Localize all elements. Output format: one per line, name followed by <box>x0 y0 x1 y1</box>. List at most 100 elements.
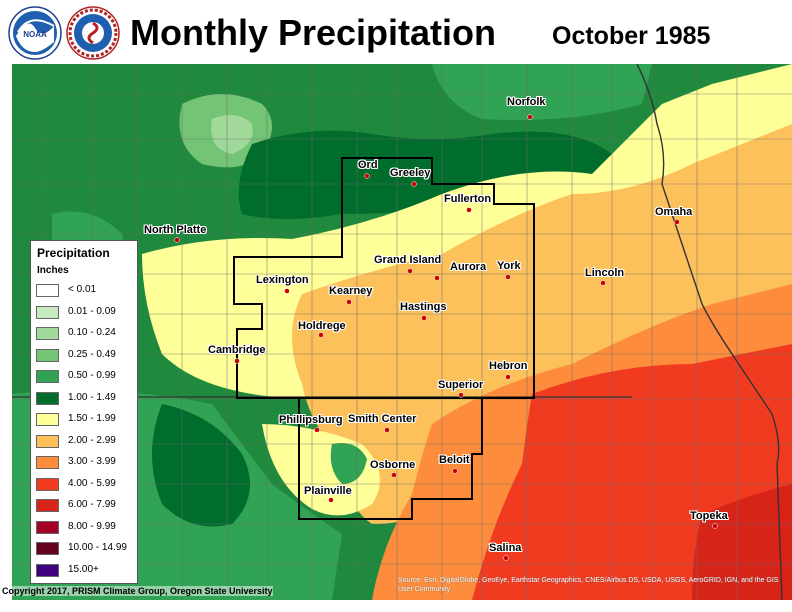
forecast-area-nebraska <box>233 157 535 399</box>
city-marker-norfolk <box>527 114 533 120</box>
city-label-plainville: Plainville <box>304 485 352 497</box>
city-marker-phillipsburg <box>314 427 320 433</box>
city-marker-topeka <box>712 523 718 529</box>
city-marker-plainville <box>328 497 334 503</box>
legend-title: Precipitation <box>37 246 110 260</box>
copyright-text: Copyright 2017, PRISM Climate Group, Ore… <box>2 586 273 596</box>
legend-item: 0.25 - 0.49 <box>36 348 136 363</box>
legend-item: 0.01 - 0.09 <box>36 305 136 320</box>
legend-item: 10.00 - 14.99 <box>36 541 136 556</box>
legend-label: 0.25 - 0.49 <box>68 348 116 360</box>
city-marker-york <box>505 274 511 280</box>
city-marker-lexington <box>284 288 290 294</box>
city-label-grand-island: Grand Island <box>374 254 442 266</box>
legend-label: 1.50 - 1.99 <box>68 413 116 424</box>
zone-orange-light <box>292 124 792 524</box>
city-label-cambridge: Cambridge <box>208 344 266 356</box>
city-label-superior: Superior <box>438 379 484 391</box>
city-label-lexington: Lexington <box>256 274 309 286</box>
legend-swatch <box>36 499 59 512</box>
city-label-ord: Ord <box>358 159 378 171</box>
legend-item: 0.10 - 0.24 <box>36 326 136 341</box>
city-label-topeka: Topeka <box>690 510 728 522</box>
zone-green-sw-dark <box>152 404 250 527</box>
legend-item: 1.50 - 1.99 <box>36 412 136 427</box>
city-label-phillipsburg: Phillipsburg <box>279 414 343 426</box>
legend-label: 8.00 - 9.99 <box>68 520 116 532</box>
nws-logo-icon <box>66 6 120 60</box>
legend-label: 2.00 - 2.99 <box>68 434 116 446</box>
city-label-holdrege: Holdrege <box>298 320 346 332</box>
svg-text:NOAA: NOAA <box>23 30 47 39</box>
map-title: Monthly Precipitation <box>130 12 497 53</box>
city-label-lincoln: Lincoln <box>585 267 625 279</box>
legend-swatch <box>36 391 59 405</box>
city-marker-greeley <box>411 181 417 187</box>
legend-label: 15.00+ <box>68 563 99 575</box>
city-marker-superior <box>458 392 464 398</box>
legend-item: 2.00 - 2.99 <box>36 434 136 449</box>
legend-item: 4.00 - 5.99 <box>36 477 136 492</box>
city-label-kearney: Kearney <box>329 285 373 297</box>
city-label-omaha: Omaha <box>655 206 693 218</box>
legend-label: 10.00 - 14.99 <box>68 542 127 553</box>
zone-darkest-green <box>238 130 612 219</box>
legend-swatch <box>36 370 59 383</box>
city-marker-fullerton <box>466 207 472 213</box>
legend-swatch <box>36 520 59 534</box>
city-marker-grand-island <box>407 268 413 274</box>
forecast-area-kansas <box>298 397 483 520</box>
noaa-logo-icon: NOAA <box>8 6 62 60</box>
city-marker-holdrege <box>318 332 324 338</box>
city-marker-beloit <box>452 468 458 474</box>
legend-label: 0.50 - 0.99 <box>68 370 116 381</box>
city-label-aurora: Aurora <box>450 261 487 273</box>
city-label-smith-center: Smith Center <box>348 413 417 425</box>
city-label-beloit: Beloit <box>439 454 470 466</box>
legend-label: < 0.01 <box>68 284 97 295</box>
city-marker-omaha <box>674 219 680 225</box>
zone-light-green-ne <box>432 64 652 120</box>
basemap-source-text: Source: Esri, DigitalGlobe, GeoEye, Eart… <box>398 577 779 593</box>
city-label-osborne: Osborne <box>370 459 416 471</box>
city-label-norfolk: Norfolk <box>507 96 546 108</box>
city-marker-ord <box>364 173 370 179</box>
legend-label: 0.01 - 0.09 <box>68 305 116 317</box>
legend-label: 1.00 - 1.49 <box>68 391 116 403</box>
zone-red-dark <box>692 484 792 600</box>
zone-green-pocket <box>330 443 367 484</box>
city-markers <box>174 114 718 561</box>
legend-item: 0.50 - 0.99 <box>36 369 136 384</box>
legend-label: 6.00 - 7.99 <box>68 499 116 510</box>
legend-units: Inches <box>37 265 69 276</box>
legend-swatch <box>36 563 59 577</box>
legend-swatch <box>36 434 59 448</box>
city-marker-north-platte <box>174 237 180 243</box>
legend-swatch <box>36 542 59 555</box>
legend-item: 1.00 - 1.49 <box>36 391 136 406</box>
legend-swatch <box>36 456 59 469</box>
zone-pale-green-nw <box>211 115 253 154</box>
city-marker-smith-center <box>384 427 390 433</box>
precipitation-legend: Precipitation Inches < 0.01 0.01 - 0.09 0.… <box>30 240 138 584</box>
city-marker-osborne <box>391 472 397 478</box>
legend-item: 8.00 - 9.99 <box>36 520 136 535</box>
city-marker-hastings <box>421 315 427 321</box>
legend-item: < 0.01 <box>36 283 136 298</box>
city-marker-aurora <box>434 275 440 281</box>
legend-label: 4.00 - 5.99 <box>68 477 116 489</box>
legend-swatch <box>36 348 59 362</box>
legend-item: 3.00 - 3.99 <box>36 455 136 470</box>
city-label-fullerton: Fullerton <box>444 193 492 205</box>
city-marker-salina <box>503 555 509 561</box>
city-label-north-platte: North Platte <box>144 224 207 236</box>
city-marker-kearney <box>346 299 352 305</box>
legend-swatch <box>36 305 59 319</box>
state-line-river <box>636 64 783 600</box>
city-label-york: York <box>497 260 521 272</box>
legend-item: 15.00+ <box>36 563 136 578</box>
city-marker-cambridge <box>234 358 240 364</box>
city-label-hebron: Hebron <box>489 360 528 372</box>
city-label-greeley: Greeley <box>390 167 431 179</box>
map-header: NOAA Monthly Precipitation October 1985 <box>0 0 792 64</box>
